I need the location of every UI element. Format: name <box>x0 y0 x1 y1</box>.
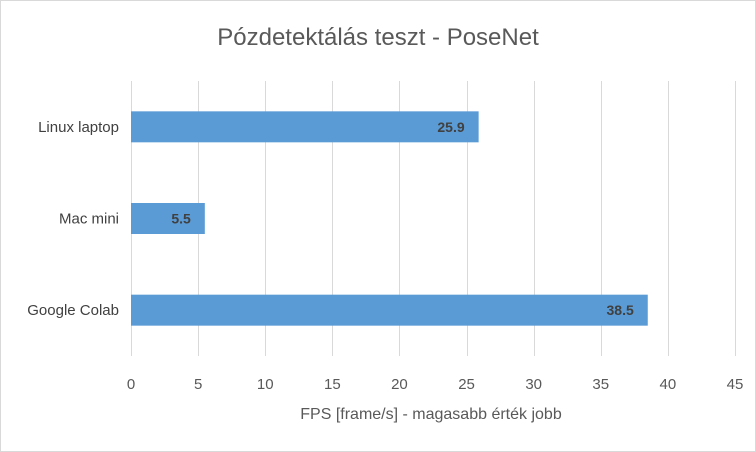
x-tick-label: 10 <box>257 376 274 393</box>
bars: 25.9 5.5 38.5 <box>131 111 648 326</box>
category-label: Linux laptop <box>38 119 119 136</box>
x-tick-label: 45 <box>727 376 744 393</box>
x-tick-label: 35 <box>592 376 609 393</box>
data-label: 5.5 <box>171 211 191 227</box>
x-tick-label: 5 <box>194 376 202 393</box>
x-tick-label: 40 <box>660 376 677 393</box>
bar-google-colab <box>131 294 648 326</box>
category-label: Mac mini <box>59 211 119 228</box>
data-label: 38.5 <box>607 302 634 318</box>
x-tick-label: 25 <box>458 376 475 393</box>
x-tick-label: 0 <box>127 376 135 393</box>
x-axis-title: FPS [frame/s] - magasabb érték jobb <box>300 406 562 423</box>
x-tick-label: 30 <box>525 376 542 393</box>
x-tick-labels: 0 5 10 15 20 25 30 35 40 45 <box>127 376 744 393</box>
category-label: Google Colab <box>27 302 119 319</box>
chart-title: Pózdetektálás teszt - PoseNet <box>217 24 539 51</box>
category-labels: Linux laptop Mac mini Google Colab <box>27 119 119 319</box>
bar-mac-mini <box>131 203 205 234</box>
bar-linux-laptop <box>131 111 479 143</box>
data-label: 25.9 <box>437 119 464 135</box>
x-tick-label: 15 <box>324 376 341 393</box>
x-tick-label: 20 <box>391 376 408 393</box>
